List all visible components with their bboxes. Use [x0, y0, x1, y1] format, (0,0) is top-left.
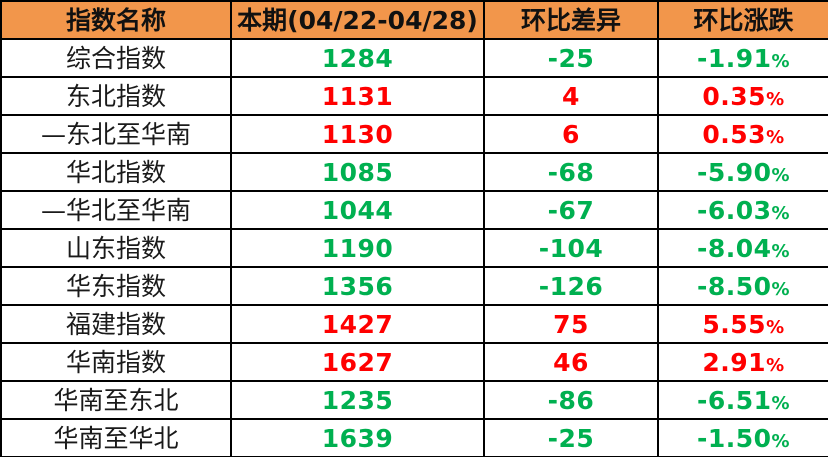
percent-sign: %: [771, 164, 791, 186]
current-value-cell: 1356: [230, 266, 485, 306]
index-name-cell: 华北指数: [0, 152, 232, 192]
mom-change-cell: -8.50%: [657, 266, 828, 306]
index-name-cell: —华北至华南: [0, 190, 232, 230]
percent-sign: %: [766, 354, 785, 376]
table-row: 华南至东北 1235 -86 -6.51%: [0, 380, 828, 420]
mom-diff-cell: 46: [483, 342, 659, 382]
table-row: 华南指数 1627 46 2.91%: [0, 342, 828, 382]
table-row: 山东指数 1190 -104 -8.04%: [0, 228, 828, 268]
index-name-cell: 华南指数: [0, 342, 232, 382]
table-body: 综合指数 1284 -25 -1.91% 东北指数 1131 4 0.35% —东北至华南 113…: [0, 38, 828, 457]
current-value-cell: 1639: [230, 418, 485, 457]
percent-sign: %: [771, 202, 791, 224]
header-cell-mom-diff: 环比差异: [483, 0, 659, 40]
index-name-cell: 福建指数: [0, 304, 232, 344]
mom-diff-cell: -67: [483, 190, 659, 230]
mom-diff-cell: 6: [483, 114, 659, 154]
mom-change-cell: 0.35%: [657, 76, 828, 116]
table-row: 东北指数 1131 4 0.35%: [0, 76, 828, 116]
current-value-cell: 1235: [230, 380, 485, 420]
mom-change-cell: -1.50%: [657, 418, 828, 457]
mom-diff-cell: -126: [483, 266, 659, 306]
percent-sign: %: [771, 430, 791, 452]
mom-change-cell: -8.04%: [657, 228, 828, 268]
table-row: 华北指数 1085 -68 -5.90%: [0, 152, 828, 192]
mom-diff-cell: -25: [483, 38, 659, 78]
current-value-cell: 1190: [230, 228, 485, 268]
index-name-cell: 华东指数: [0, 266, 232, 306]
mom-diff-cell: -104: [483, 228, 659, 268]
percent-sign: %: [771, 240, 791, 262]
current-value-cell: 1627: [230, 342, 485, 382]
current-value-cell: 1427: [230, 304, 485, 344]
percent-sign: %: [766, 88, 785, 110]
table-row: —华北至华南 1044 -67 -6.03%: [0, 190, 828, 230]
index-name-cell: 华南至东北: [0, 380, 232, 420]
mom-change-cell: -6.03%: [657, 190, 828, 230]
current-value-cell: 1131: [230, 76, 485, 116]
percent-sign: %: [771, 278, 791, 300]
mom-change-cell: 5.55%: [657, 304, 828, 344]
current-value-cell: 1130: [230, 114, 485, 154]
percent-sign: %: [771, 50, 791, 72]
header-cell-current-period: 本期(04/22-04/28): [230, 0, 485, 40]
mom-diff-cell: -68: [483, 152, 659, 192]
mom-change-cell: -1.91%: [657, 38, 828, 78]
percent-sign: %: [766, 316, 785, 338]
mom-change-cell: 0.53%: [657, 114, 828, 154]
table-row: 华南至华北 1639 -25 -1.50%: [0, 418, 828, 457]
mom-diff-cell: -86: [483, 380, 659, 420]
table-row: 华东指数 1356 -126 -8.50%: [0, 266, 828, 306]
mom-diff-cell: 4: [483, 76, 659, 116]
mom-change-cell: -5.90%: [657, 152, 828, 192]
percent-sign: %: [766, 126, 785, 148]
mom-diff-cell: 75: [483, 304, 659, 344]
index-name-cell: 山东指数: [0, 228, 232, 268]
header-row: 指数名称 本期(04/22-04/28) 环比差异 环比涨跌: [0, 0, 828, 40]
table-row: 综合指数 1284 -25 -1.91%: [0, 38, 828, 78]
index-name-cell: 综合指数: [0, 38, 232, 78]
table-row: 福建指数 1427 75 5.55%: [0, 304, 828, 344]
index-name-cell: 东北指数: [0, 76, 232, 116]
current-value-cell: 1284: [230, 38, 485, 78]
mom-diff-cell: -25: [483, 418, 659, 457]
current-value-cell: 1044: [230, 190, 485, 230]
header-cell-mom-change: 环比涨跌: [657, 0, 828, 40]
current-value-cell: 1085: [230, 152, 485, 192]
mom-change-cell: -6.51%: [657, 380, 828, 420]
index-name-cell: —东北至华南: [0, 114, 232, 154]
percent-sign: %: [771, 392, 791, 414]
table-header: 指数名称 本期(04/22-04/28) 环比差异 环比涨跌: [0, 0, 828, 40]
header-cell-index-name: 指数名称: [0, 0, 232, 40]
table-row: —东北至华南 1130 6 0.53%: [0, 114, 828, 154]
index-name-cell: 华南至华北: [0, 418, 232, 457]
mom-change-cell: 2.91%: [657, 342, 828, 382]
